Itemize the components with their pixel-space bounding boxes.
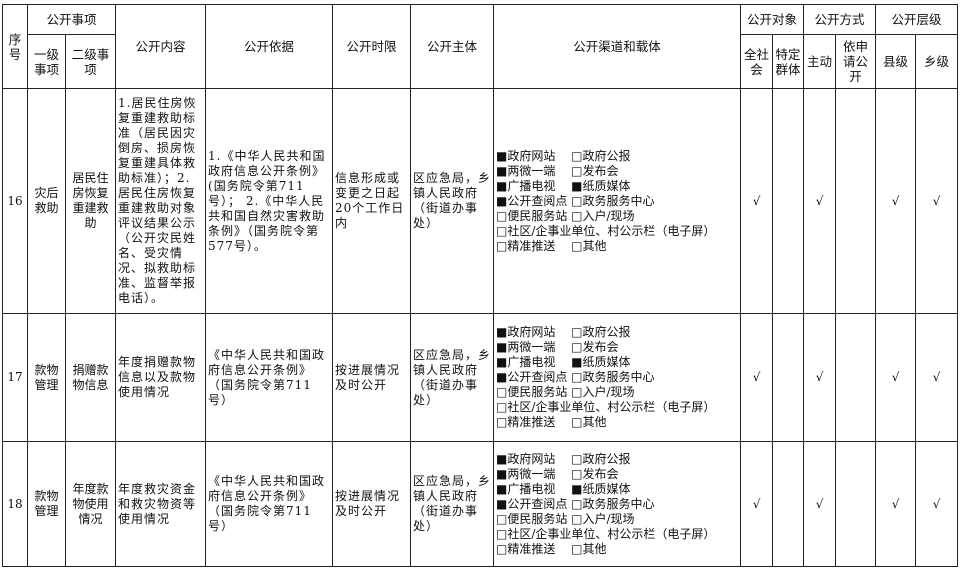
row-content: 年度捐赠款物信息以及款物使用情况 [115, 313, 207, 442]
row-level-county: √ [875, 313, 917, 442]
header-level1: 一级事项 [27, 34, 66, 89]
row-channels: ■政府网站 □政府公报 ■两微一端 □发布会 ■广播电视 ■纸质媒体 ■公开查阅点 □… [493, 313, 742, 442]
table-row: 17 款物管理 捐赠款物信息 年度捐赠款物信息以及款物使用情况 《中华人民共和国政府信息… [2, 313, 959, 442]
row-target-specific [772, 313, 805, 442]
channel-option: ■两微一端 □发布会 [496, 466, 619, 481]
channel-option: ■两微一端 □发布会 [496, 163, 619, 178]
row-method-active: √ [803, 441, 837, 567]
header-seq: 序号 [2, 4, 28, 89]
row-content: 年度救灾资金和救灾物资等使用情况 [115, 441, 207, 567]
row-level2: 居民住房恢复重建救助 [64, 88, 117, 314]
header-channel: 公开渠道和载体 [493, 4, 742, 89]
channel-option: ■政府网站 □政府公报 [496, 325, 631, 339]
header-method-active: 主动 [803, 34, 837, 89]
channel-option: ■公开查阅点 □政务服务中心 [496, 496, 655, 511]
row-time: 按进展情况及时公开 [332, 441, 412, 567]
row-method-apply [835, 88, 877, 314]
header-item: 公开事项 [26, 4, 117, 35]
row-seq: 16 [2, 88, 28, 314]
row-level-town: √ [915, 313, 959, 442]
row-time: 信息形成或变更之日起20个工作日内 [332, 88, 412, 314]
disclosure-table: 序号 公开事项 公开内容 公开依据 公开时限 公开主体 公开渠道和载体 公开对象… [2, 4, 959, 567]
row-channels: ■政府网站 □政府公报 ■两微一端 □发布会 ■广播电视 ■纸质媒体 ■公开查阅点 □… [493, 88, 742, 314]
channel-option: □便民服务站 □入户/现场 [496, 385, 635, 399]
header-target: 公开对象 [740, 4, 805, 35]
row-method-active: √ [803, 88, 837, 314]
header-time: 公开时限 [332, 4, 412, 89]
row-level-town: √ [915, 88, 959, 314]
table-row: 18 款物管理 年度款物使用情况 年度救灾资金和救灾物资等使用情况 《中华人民共和国政府… [2, 441, 959, 567]
row-target-all: √ [740, 441, 774, 567]
channel-option: □精准推送 □其他 [496, 541, 607, 556]
row-time: 按进展情况及时公开 [332, 313, 412, 442]
row-target-specific [772, 441, 805, 567]
row-subject: 区应急局，乡镇人民政府（街道办事处） [410, 313, 495, 442]
channel-option: □便民服务站 □入户/现场 [496, 208, 635, 223]
channel-option: ■广播电视 ■纸质媒体 [496, 178, 631, 193]
row-seq: 18 [2, 441, 28, 567]
row-level-town: √ [915, 441, 959, 567]
row-subject: 区应急局，乡镇人民政府（街道办事处） [410, 441, 495, 567]
header-method-apply: 依申请公开 [835, 34, 877, 89]
header-level-county: 县级 [875, 34, 917, 89]
row-method-apply [835, 313, 877, 442]
row-method-apply [835, 441, 877, 567]
header-subject: 公开主体 [410, 4, 495, 89]
row-level-county: √ [875, 441, 917, 567]
row-method-active: √ [803, 313, 837, 442]
row-channels: ■政府网站 □政府公报 ■两微一端 □发布会 ■广播电视 ■纸质媒体 ■公开查阅点 □… [493, 441, 742, 567]
channel-option: □便民服务站 □入户/现场 [496, 511, 635, 526]
row-target-all: √ [740, 313, 774, 442]
row-level2: 捐赠款物信息 [64, 313, 117, 442]
channel-option: ■政府网站 □政府公报 [496, 451, 631, 466]
header-target-specific: 特定群体 [772, 34, 805, 89]
header-content: 公开内容 [115, 4, 207, 89]
row-seq: 17 [2, 313, 28, 442]
channel-option: □社区/企事业单位、村公示栏（电子屏） [496, 223, 716, 238]
channel-option: ■政府网站 □政府公报 [496, 148, 631, 163]
row-level1: 款物管理 [27, 441, 66, 567]
header-level-town: 乡级 [915, 34, 959, 89]
row-level1: 款物管理 [27, 313, 66, 442]
row-level-county: √ [875, 88, 917, 314]
header-level: 公开层级 [875, 4, 959, 35]
table-row: 16 灾后救助 居民住房恢复重建救助 1.居民住房恢复重建救助标准（居民因灾倒房、损房… [2, 88, 959, 314]
row-target-specific [772, 88, 805, 314]
channel-option: ■广播电视 ■纸质媒体 [496, 481, 631, 496]
row-subject: 区应急局，乡镇人民政府（街道办事处） [410, 88, 495, 314]
row-basis: 《中华人民共和国政府信息公开条例》（国务院令第711号） [205, 313, 334, 442]
channel-option: ■两微一端 □发布会 [496, 340, 619, 354]
channel-option: ■公开查阅点 □政务服务中心 [496, 193, 655, 208]
row-target-all: √ [740, 88, 774, 314]
row-basis: 1.《中华人民共和国政府信息公开条例》(国务院令第711号）； 2.《中华人民共… [205, 88, 334, 314]
header-method: 公开方式 [803, 4, 877, 35]
channel-option: □社区/企事业单位、村公示栏（电子屏） [496, 400, 716, 414]
channel-option: □精准推送 □其他 [496, 238, 607, 253]
row-level2: 年度款物使用情况 [64, 441, 117, 567]
channel-option: ■公开查阅点 □政务服务中心 [496, 370, 655, 384]
row-level1: 灾后救助 [27, 88, 66, 314]
channel-option: ■广播电视 ■纸质媒体 [496, 355, 631, 369]
row-basis: 《中华人民共和国政府信息公开条例》（国务院令第711号） [205, 441, 334, 567]
header-level2: 二级事项 [64, 34, 117, 89]
channel-option: □社区/企事业单位、村公示栏（电子屏） [496, 526, 716, 541]
header-basis: 公开依据 [205, 4, 334, 89]
row-content: 1.居民住房恢复重建救助标准（居民因灾倒房、损房恢复重建具体救助标准）；2.居民… [115, 88, 207, 314]
header-target-all: 全社会 [740, 34, 774, 89]
channel-option: □精准推送 □其他 [496, 415, 607, 429]
